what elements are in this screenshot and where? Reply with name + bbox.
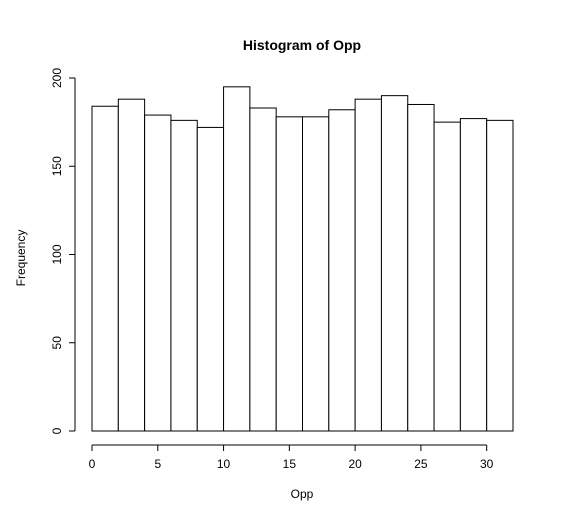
histogram-bar bbox=[302, 116, 330, 432]
x-tick-label: 25 bbox=[414, 457, 428, 471]
histogram-bar bbox=[275, 116, 303, 432]
y-tick-label: 0 bbox=[50, 427, 64, 434]
histogram-bar bbox=[117, 98, 146, 432]
x-tick-label: 15 bbox=[283, 457, 297, 471]
histogram-bars bbox=[91, 86, 514, 432]
x-tick-label: 30 bbox=[480, 457, 494, 471]
x-axis-label: Opp bbox=[291, 487, 314, 501]
y-tick-label: 150 bbox=[50, 156, 64, 176]
histogram-bar bbox=[328, 109, 356, 432]
y-tick-label: 50 bbox=[50, 336, 64, 350]
x-tick-label: 10 bbox=[217, 457, 231, 471]
histogram-bar bbox=[459, 118, 488, 432]
histogram-bar bbox=[249, 107, 277, 432]
histogram-bar bbox=[433, 121, 461, 432]
x-axis: 0 5 10 15 20 25 30 bbox=[89, 444, 494, 471]
histogram-bar bbox=[144, 114, 172, 432]
x-tick-label: 0 bbox=[89, 457, 96, 471]
histogram-bar bbox=[486, 119, 514, 432]
histogram-bar bbox=[170, 119, 198, 432]
histogram-bar bbox=[223, 86, 251, 432]
x-tick-label: 20 bbox=[348, 457, 362, 471]
histogram-bar bbox=[407, 103, 435, 432]
histogram-bar bbox=[354, 98, 382, 432]
y-tick-label: 200 bbox=[50, 68, 64, 88]
y-axis: 0 50 100 150 200 bbox=[50, 68, 76, 434]
histogram-bar bbox=[91, 105, 119, 432]
histogram-bar bbox=[380, 95, 409, 432]
x-tick-label: 5 bbox=[154, 457, 161, 471]
histogram-bar bbox=[196, 126, 225, 432]
y-tick-label: 100 bbox=[50, 244, 64, 264]
y-axis-label: Frequency bbox=[14, 230, 28, 287]
chart-title: Histogram of Opp bbox=[243, 37, 361, 53]
